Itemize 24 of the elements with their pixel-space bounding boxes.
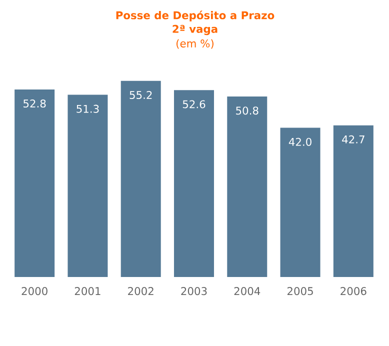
bar (14, 89, 55, 277)
bar (227, 96, 268, 277)
bar (333, 125, 374, 277)
data-label: 50.8 (236, 106, 258, 115)
x-tick-label: 2003 (181, 287, 207, 296)
x-tick-label: 2002 (128, 287, 154, 296)
data-label: 42.0 (288, 138, 312, 146)
text: (em %) (176, 39, 214, 49)
bar (68, 94, 108, 277)
bar (120, 80, 161, 277)
data-label: 52.8 (24, 99, 46, 108)
x-tick-label: 2001 (74, 287, 100, 296)
data-label: 52.6 (182, 100, 206, 108)
data-label: 42.7 (342, 135, 364, 144)
data-label: 51.3 (76, 104, 99, 113)
x-tick-label: 2005 (287, 287, 313, 296)
data-label: 55.2 (130, 90, 152, 100)
bar (280, 128, 320, 277)
chart-title: Posse de Depósito a Prazo (116, 10, 274, 22)
chart-subtitle: 2ª vaga (172, 24, 218, 36)
x-tick-label: 2006 (340, 287, 366, 296)
x-tick-label: 2004 (234, 287, 260, 296)
x-tick-label: 2000 (22, 287, 48, 296)
bar (174, 90, 214, 277)
